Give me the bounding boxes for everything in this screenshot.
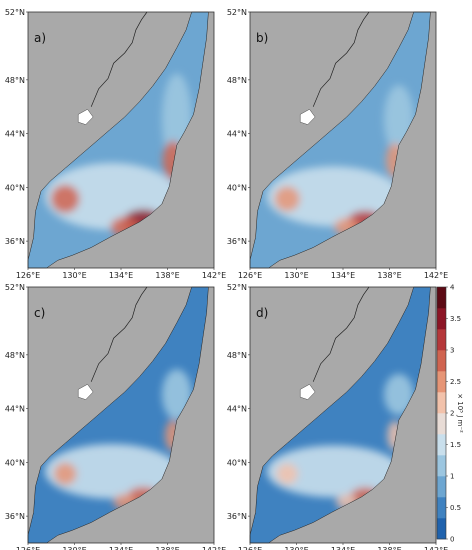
panel-label: b) bbox=[256, 31, 268, 45]
lon-tick-label: 130°E bbox=[284, 271, 308, 280]
lat-tick-label: 44°N bbox=[227, 405, 247, 414]
lon-tick-label: 134°E bbox=[109, 546, 133, 550]
lon-tick-label: 142°E bbox=[424, 546, 448, 550]
colorbar-step bbox=[437, 287, 446, 309]
colorbar-tick-label: 3 bbox=[450, 347, 454, 355]
lat-tick-label: 52°N bbox=[5, 8, 25, 17]
coastline bbox=[249, 286, 431, 544]
lat-tick-label: 48°N bbox=[5, 76, 25, 85]
lat-tick-label: 36°N bbox=[5, 237, 25, 246]
lon-tick-label: 126°E bbox=[238, 271, 262, 280]
lat-tick-label: 40°N bbox=[227, 458, 247, 467]
colorbar: 0 0.5 1 1.5 2 2.5 3 3.5 4 × 10⁵ J m⁻² bbox=[436, 284, 464, 544]
panel-label: c) bbox=[34, 306, 45, 320]
sea-field bbox=[28, 287, 209, 543]
lon-tick-label: 142°E bbox=[424, 271, 448, 280]
map-panel-a: a) 36°N 40°N 44°N 48°N 52°N 126°E 130°E 134°E 138… bbox=[5, 8, 226, 280]
lat-tick-label: 44°N bbox=[5, 405, 25, 414]
map-panel-d: d) 36°N 40°N 44°N 48°N 52°N 126°E 130°E 134°E 138… bbox=[227, 283, 448, 550]
lat-tick-label: 40°N bbox=[5, 183, 25, 192]
lat-tick-label: 48°N bbox=[227, 76, 247, 85]
colorbar-units-label: × 10⁵ J m⁻² bbox=[456, 393, 464, 433]
island bbox=[77, 384, 94, 400]
map-panel-b: b) 36°N 40°N 44°N 48°N 52°N 126°E 130°E 134°E 138… bbox=[227, 8, 448, 280]
lon-tick-label: 138°E bbox=[377, 546, 401, 550]
lon-tick-label: 130°E bbox=[62, 271, 86, 280]
colorbar-step bbox=[437, 308, 446, 330]
coastline-mainland bbox=[90, 286, 148, 382]
panel-label: d) bbox=[256, 306, 268, 320]
coastline bbox=[27, 11, 209, 269]
colorbar-tick-label: 3.5 bbox=[450, 315, 461, 323]
colorbar-tick-label: 0 bbox=[450, 536, 454, 544]
lon-tick-label: 138°E bbox=[155, 271, 179, 280]
colorbar-step bbox=[437, 371, 446, 393]
colorbar-tick-label: 2.5 bbox=[450, 378, 461, 386]
colorbar-tick-label: 1.5 bbox=[450, 441, 461, 449]
lat-tick-label: 44°N bbox=[5, 130, 25, 139]
colorbar-step bbox=[437, 413, 446, 435]
lon-tick-label: 134°E bbox=[331, 271, 355, 280]
lat-tick-label: 36°N bbox=[5, 512, 25, 521]
coastline-mainland bbox=[312, 286, 370, 382]
lat-tick-label: 44°N bbox=[227, 130, 247, 139]
colorbar-step bbox=[437, 434, 446, 456]
colorbar-step bbox=[437, 329, 446, 351]
colorbar-tick-label: 4 bbox=[450, 284, 455, 292]
coastline-mainland bbox=[90, 11, 148, 107]
coastline bbox=[27, 286, 209, 544]
lat-tick-label: 40°N bbox=[227, 183, 247, 192]
colorbar-tick-label: 1 bbox=[450, 473, 454, 481]
lon-tick-label: 126°E bbox=[16, 271, 40, 280]
lat-tick-label: 36°N bbox=[227, 512, 247, 521]
panel-label: a) bbox=[34, 31, 46, 45]
coastline bbox=[249, 11, 431, 269]
colorbar-step bbox=[437, 350, 446, 372]
colorbar-step bbox=[437, 455, 446, 477]
lon-tick-label: 138°E bbox=[155, 546, 179, 550]
island bbox=[77, 109, 94, 125]
lon-tick-label: 130°E bbox=[284, 546, 308, 550]
lon-tick-label: 142°E bbox=[202, 546, 226, 550]
lat-tick-label: 48°N bbox=[5, 351, 25, 360]
lat-tick-label: 52°N bbox=[227, 8, 247, 17]
map-panel-c: c) 36°N 40°N 44°N 48°N 52°N 126°E 130°E 134°E 138… bbox=[5, 283, 226, 550]
colorbar-step bbox=[437, 476, 446, 498]
island bbox=[300, 109, 316, 125]
colorbar-step bbox=[437, 518, 446, 540]
lon-tick-label: 142°E bbox=[202, 271, 226, 280]
lat-tick-label: 52°N bbox=[5, 283, 25, 292]
lat-tick-label: 52°N bbox=[227, 283, 247, 292]
lon-tick-label: 130°E bbox=[62, 546, 86, 550]
coastline-mainland bbox=[312, 11, 370, 107]
colorbar-tick-label: 2 bbox=[450, 410, 454, 418]
lon-tick-label: 134°E bbox=[331, 546, 355, 550]
lat-tick-label: 40°N bbox=[5, 458, 25, 467]
lon-tick-label: 138°E bbox=[377, 271, 401, 280]
lon-tick-label: 134°E bbox=[109, 271, 133, 280]
colorbar-step bbox=[437, 497, 446, 519]
lat-tick-label: 36°N bbox=[227, 237, 247, 246]
lon-tick-label: 126°E bbox=[16, 546, 40, 550]
colorbar-tick-label: 0.5 bbox=[450, 504, 461, 512]
island bbox=[300, 384, 316, 400]
colorbar-step bbox=[437, 392, 446, 414]
lon-tick-label: 126°E bbox=[238, 546, 262, 550]
lat-tick-label: 48°N bbox=[227, 351, 247, 360]
